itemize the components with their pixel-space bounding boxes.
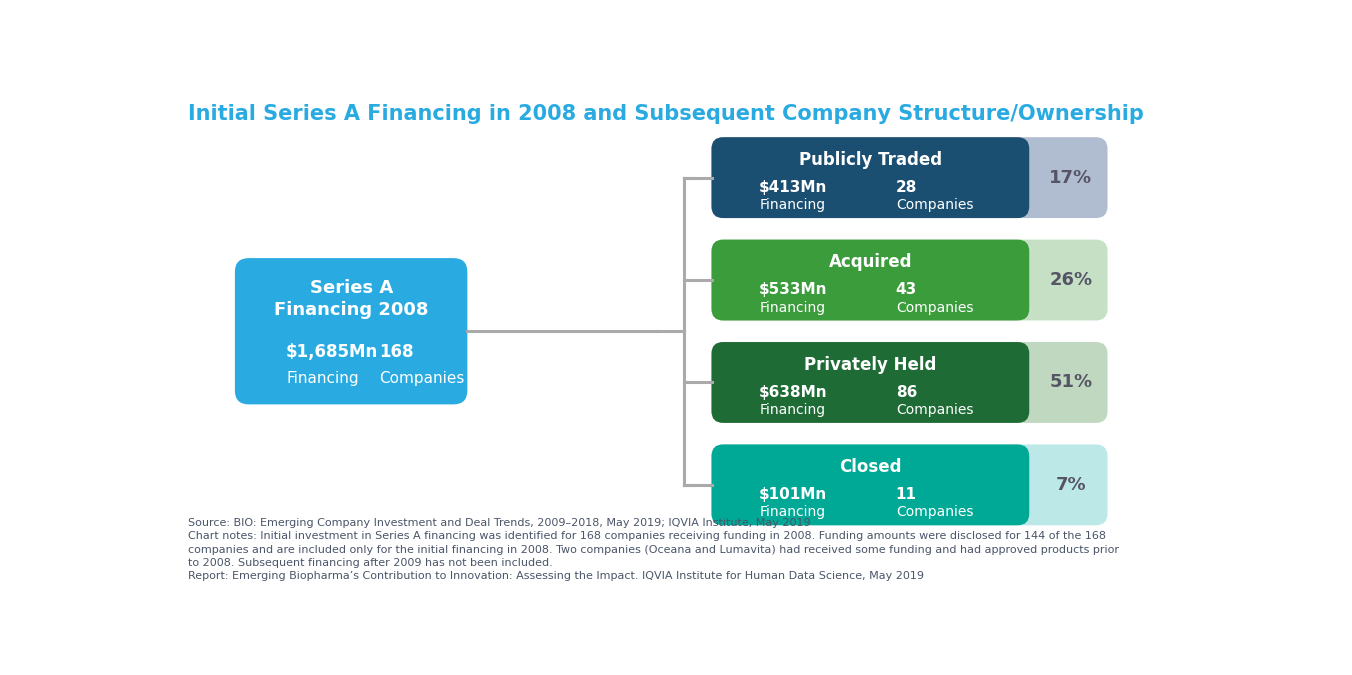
Text: 17%: 17% [1049,169,1092,186]
Text: 168: 168 [379,343,414,360]
Text: 43: 43 [896,282,917,297]
Text: Companies: Companies [896,403,973,417]
Text: Financing: Financing [760,506,825,519]
Text: Chart notes: Initial investment in Series A financing was identified for 168 com: Chart notes: Initial investment in Serie… [188,531,1106,541]
Text: 11: 11 [896,487,917,502]
Text: Companies: Companies [896,506,973,519]
Text: Financing: Financing [760,403,825,417]
Text: $638Mn: $638Mn [760,385,827,400]
Text: $101Mn: $101Mn [760,487,827,502]
FancyBboxPatch shape [711,342,1029,423]
FancyBboxPatch shape [711,444,1029,525]
Text: to 2008. Subsequent financing after 2009 has not been included.: to 2008. Subsequent financing after 2009… [188,558,553,568]
FancyBboxPatch shape [711,240,1107,321]
Text: Series A
Financing 2008: Series A Financing 2008 [274,279,429,319]
Text: $1,685Mn: $1,685Mn [287,343,379,360]
Text: $533Mn: $533Mn [760,282,827,297]
Text: $413Mn: $413Mn [760,180,827,195]
Text: Companies: Companies [379,371,464,385]
Text: 86: 86 [896,385,917,400]
Text: Acquired: Acquired [829,253,913,271]
Text: 7%: 7% [1056,476,1086,494]
FancyBboxPatch shape [711,137,1107,218]
Text: Companies: Companies [896,300,973,315]
Text: Companies: Companies [896,198,973,212]
Text: Privately Held: Privately Held [804,356,937,374]
Text: Source: BIO: Emerging Company Investment and Deal Trends, 2009–2018, May 2019; I: Source: BIO: Emerging Company Investment… [188,518,811,528]
Text: Closed: Closed [840,458,902,476]
FancyBboxPatch shape [711,342,1107,423]
Text: 51%: 51% [1049,373,1092,392]
Text: Financing: Financing [760,198,825,212]
Text: Financing: Financing [287,371,358,385]
Text: Financing: Financing [760,300,825,315]
Text: Initial Series A Financing in 2008 and Subsequent Company Structure/Ownership: Initial Series A Financing in 2008 and S… [188,104,1144,124]
FancyBboxPatch shape [711,240,1029,321]
Text: 26%: 26% [1049,271,1092,289]
FancyBboxPatch shape [711,137,1029,218]
FancyBboxPatch shape [711,444,1107,525]
Text: Publicly Traded: Publicly Traded [799,151,942,169]
FancyBboxPatch shape [235,258,468,404]
Text: companies and are included only for the initial financing in 2008. Two companies: companies and are included only for the … [188,545,1119,555]
Text: Report: Emerging Biopharma’s Contribution to Innovation: Assessing the Impact. I: Report: Emerging Biopharma’s Contributio… [188,572,925,581]
Text: 28: 28 [896,180,917,195]
